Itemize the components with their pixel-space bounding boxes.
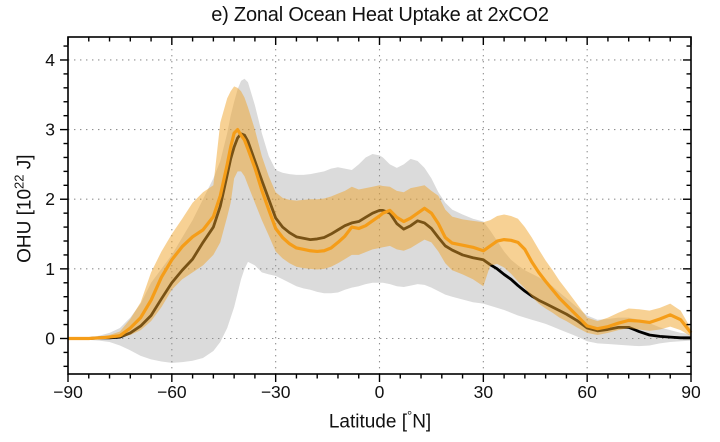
x-tick-label: −90 [53,382,83,402]
x-tick-label: −30 [261,382,291,402]
y-tick-label: 1 [45,259,55,279]
x-axis-label-unit: N] [412,411,432,433]
y-axis-label-exponent: 22 [11,174,27,189]
x-axis-label: Latitude [°N] [68,408,692,433]
orange-spread-band [68,86,691,340]
chart-title: e) Zonal Ocean Heat Uptake at 2xCO2 [211,4,549,26]
y-tick-label: 2 [45,189,55,209]
y-axis-label: OHU [1022 J] [11,109,36,309]
x-tick-label: 30 [474,382,494,402]
degree-symbol: ° [406,408,413,423]
y-axis-label-unit: J] [14,154,36,175]
y-axis-label-text: OHU [10 [14,188,36,263]
x-axis-label-text: Latitude [ [328,411,407,433]
y-tick-label: 3 [45,120,55,140]
x-tick-label: 90 [681,382,701,402]
y-tick-label: 4 [45,50,55,70]
y-tick-label: 0 [45,328,55,348]
x-tick-label: −60 [157,382,187,402]
x-tick-label: 60 [577,382,597,402]
x-tick-label: 0 [375,382,385,402]
orange-mean-line [68,128,693,341]
